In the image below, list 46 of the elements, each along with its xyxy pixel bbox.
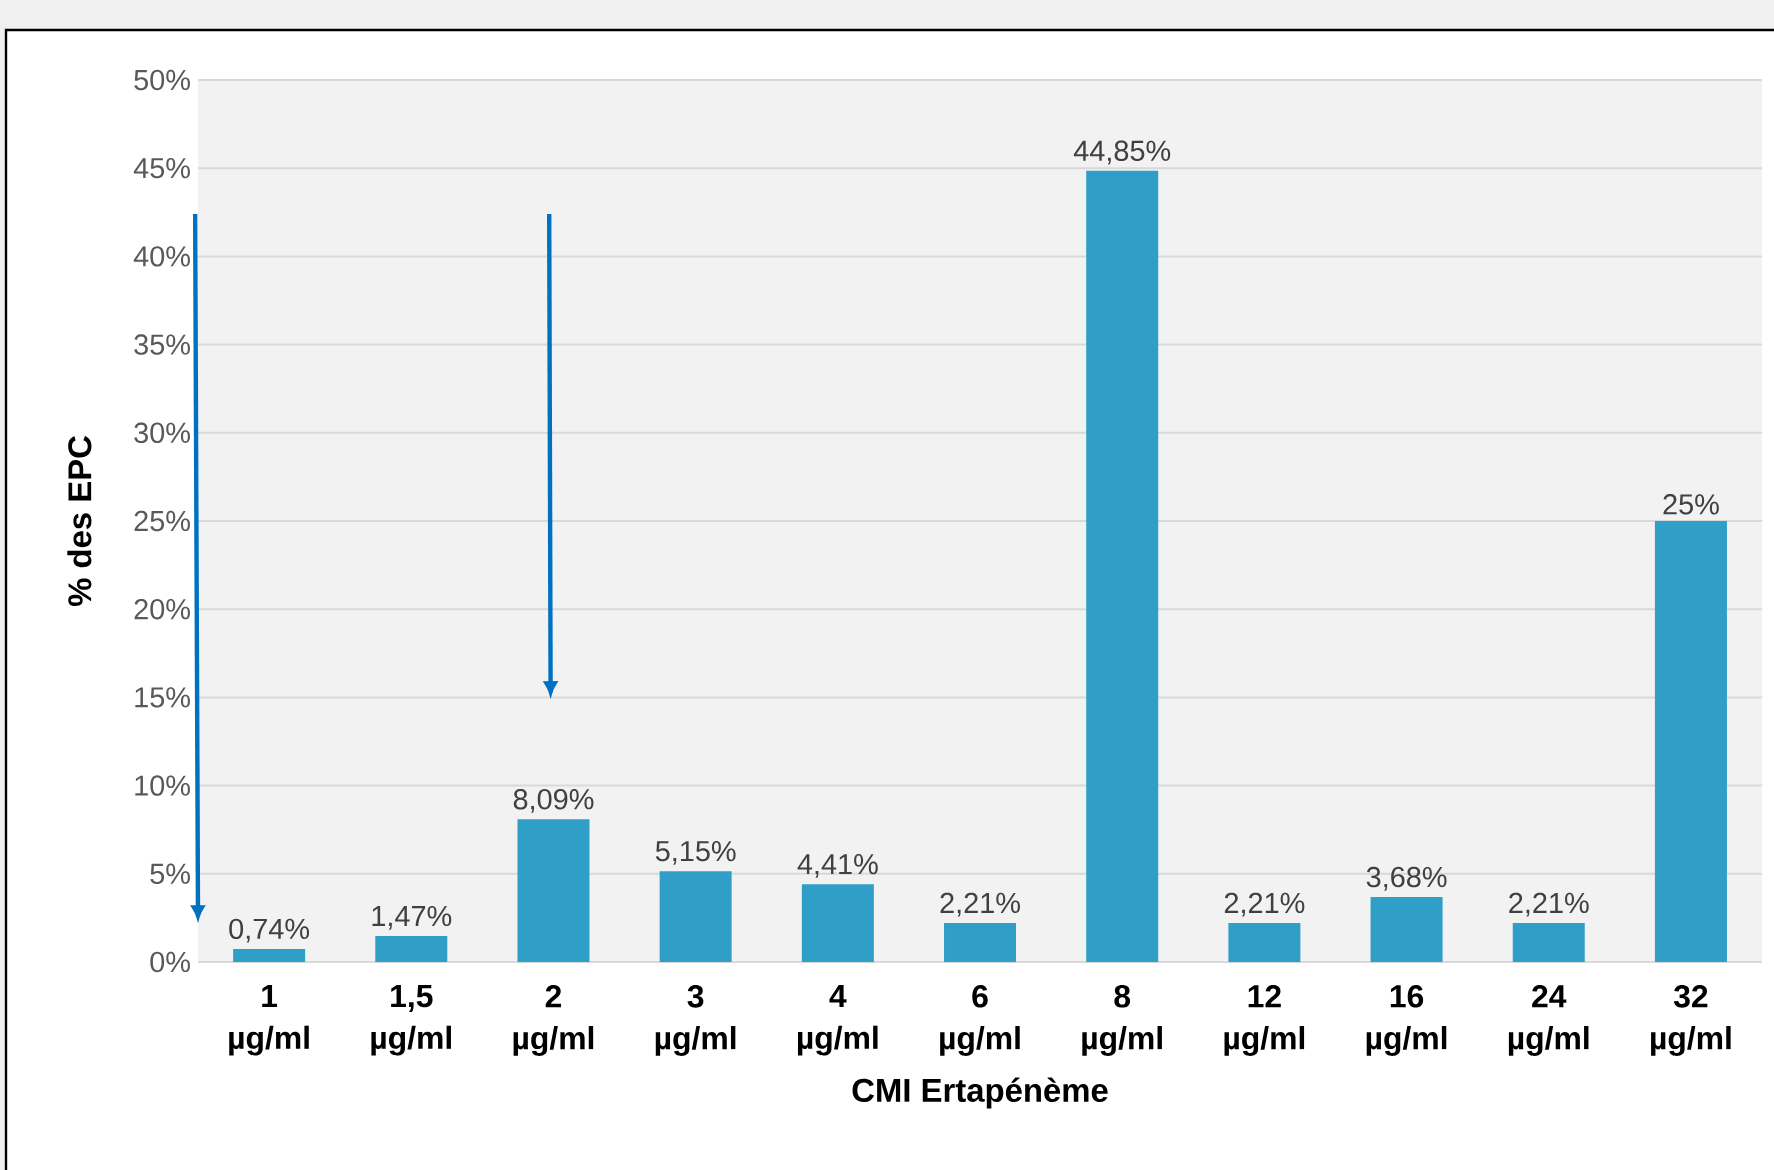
bar [375, 936, 448, 962]
y-tick-label: 25% [134, 510, 190, 532]
y-tick-label: 30% [134, 422, 190, 444]
y-axis-title: % des EPC [67, 436, 92, 607]
x-tick-label: 3 µg/ml [655, 985, 736, 1056]
x-tick-label: 1 µg/ml [229, 985, 309, 1056]
x-tick-label: 1,5 µg/ml [371, 985, 451, 1056]
y-tick-label: 45% [133, 158, 190, 179]
data-label: 25% [1663, 494, 1719, 515]
data-label: 2,21% [1224, 892, 1305, 917]
y-tick-label: 10% [135, 775, 190, 796]
data-label: 0,74% [229, 918, 310, 943]
data-label: 44,85% [1073, 140, 1171, 165]
bar [517, 819, 590, 962]
bar [1654, 520, 1727, 962]
y-tick-label: 5% [150, 863, 190, 884]
x-tick-label: 24 µg/ml [1508, 985, 1589, 1056]
bar [801, 884, 874, 962]
y-tick-label: 20% [134, 598, 190, 620]
y-tick-label: 15% [135, 687, 190, 708]
data-label: 4,41% [797, 854, 878, 878]
x-axis-title: CMI Ertapénème [852, 1077, 1108, 1109]
bar [1512, 923, 1585, 962]
x-tick-label: 12 µg/ml [1224, 985, 1305, 1056]
bar [233, 948, 306, 962]
x-tick-label: 6 µg/ml [940, 985, 1020, 1056]
data-label: 2,21% [1509, 892, 1589, 917]
x-tick-label: 4 µg/ml [797, 985, 878, 1056]
bar [1228, 923, 1301, 962]
data-label: 5,15% [655, 840, 736, 865]
bar [1370, 897, 1443, 962]
y-tick-label: 35% [134, 334, 190, 355]
bar [659, 871, 732, 962]
data-label: 1,47% [372, 905, 452, 930]
data-label: 3,68% [1366, 866, 1447, 891]
x-tick-label: 8 µg/ml [1082, 985, 1162, 1056]
bar [1086, 170, 1159, 962]
x-tick-label: 32 µg/ml [1651, 985, 1731, 1056]
x-tick-label: 16 µg/ml [1366, 985, 1447, 1056]
bar [944, 923, 1017, 962]
y-tick-label: 40% [133, 246, 190, 267]
x-tick-label: 2 µg/ml [513, 985, 594, 1056]
y-tick-label: 0% [150, 951, 190, 973]
y-tick-label: 50% [134, 69, 190, 91]
data-label: 2,21% [940, 892, 1020, 917]
data-label: 8,09% [513, 788, 594, 813]
